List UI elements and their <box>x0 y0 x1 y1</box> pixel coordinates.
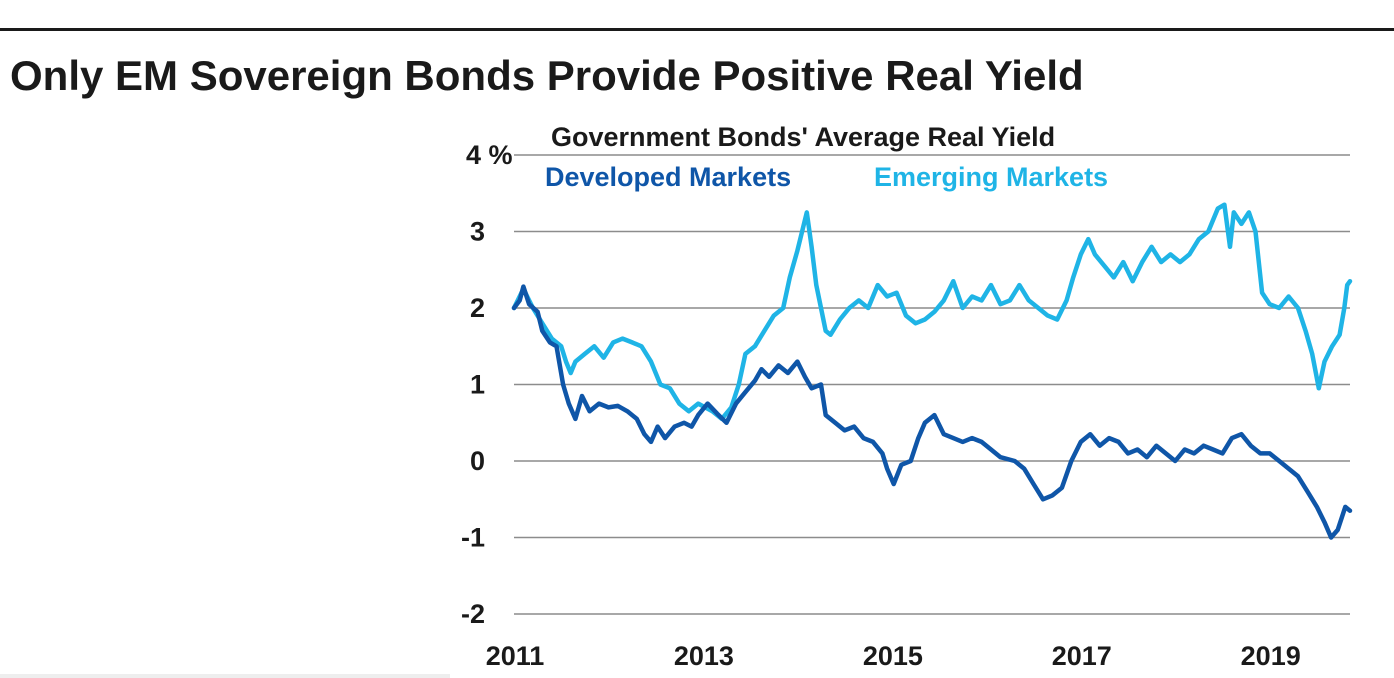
x-tick-labels: 2011 2013 2015 2017 2019 <box>486 641 1301 671</box>
chart-title: Government Bonds' Average Real Yield <box>551 122 1055 152</box>
y-tick-label: 3 <box>470 217 485 247</box>
legend-developed-markets: Developed Markets <box>545 162 791 192</box>
page-title: Only EM Sovereign Bonds Provide Positive… <box>10 52 1084 99</box>
y-tick-labels: 4 % 3 2 1 0 -1 -2 <box>461 140 513 629</box>
x-tick-label: 2011 <box>486 641 545 671</box>
bottom-strip <box>0 674 450 678</box>
y-tick-label: 1 <box>470 370 485 400</box>
series-line-developed-markets <box>511 284 1353 540</box>
y-tick-label: 4 % <box>466 140 513 170</box>
y-tick-label: 0 <box>470 446 485 476</box>
x-tick-label: 2017 <box>1052 641 1112 671</box>
x-tick-label: 2019 <box>1241 641 1301 671</box>
series-layer <box>511 202 1353 540</box>
x-tick-label: 2013 <box>674 641 734 671</box>
legend-emerging-markets: Emerging Markets <box>874 162 1108 192</box>
y-tick-label: -1 <box>461 523 485 553</box>
y-tick-label: 2 <box>470 293 485 323</box>
y-tick-label: -2 <box>461 599 485 629</box>
series-line-emerging-markets <box>511 202 1353 422</box>
x-tick-label: 2015 <box>863 641 923 671</box>
top-rule <box>0 28 1394 31</box>
grid-layer <box>514 154 1350 615</box>
